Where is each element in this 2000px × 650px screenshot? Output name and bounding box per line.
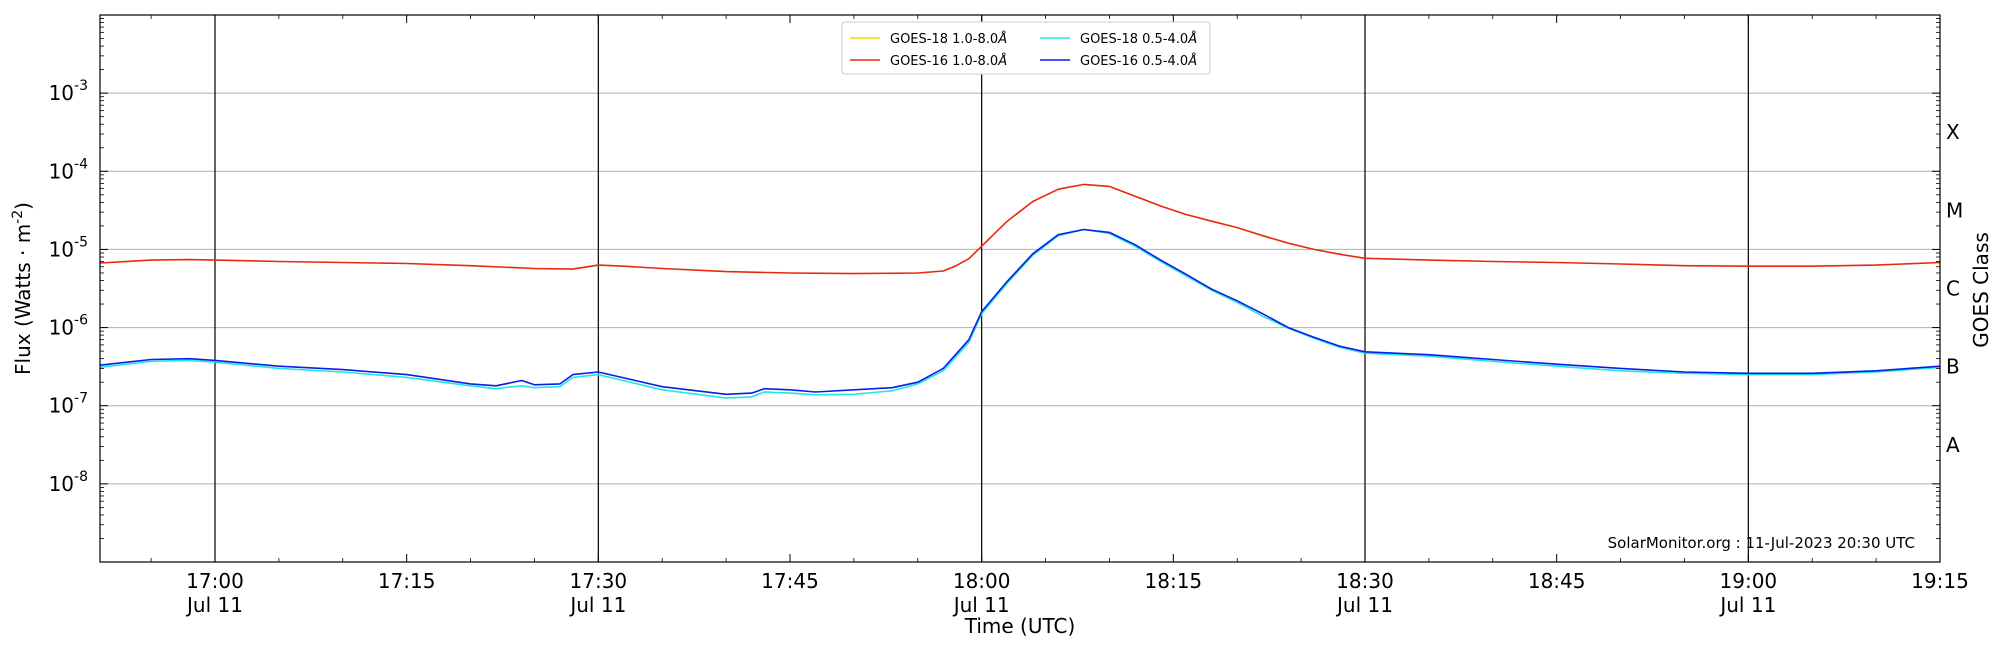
goes-class-m: M [1946,198,1963,222]
y-tick-label: 10-5 [49,234,88,261]
legend-box [841,21,1211,75]
y-axis-title-exponent: -2 [10,210,26,224]
series-lines [99,183,1941,399]
goes-class-a: A [1946,433,1960,457]
x-tick-date-label: Jul 11 [568,593,626,617]
x-tick-date-label: Jul 11 [185,593,243,617]
y-tick-label: 10-6 [49,313,89,340]
x-tick-label: 17:45 [761,569,819,593]
x-tick-label: 18:45 [1528,569,1586,593]
series-line-3 [99,228,1941,396]
legend: GOES-18 1.0-8.0Å GOES-16 1.0-8.0Å GOES-18 … [841,21,1211,75]
goes-class-c: C [1946,277,1960,301]
goes-class-axis-title: GOES Class [1969,232,1993,348]
plot-frame [99,14,1941,563]
credit-text: SolarMonitor.org : 11-Jul-2023 20:30 UTC [1608,534,1915,552]
x-tick-label: 18:30 [1336,569,1394,593]
x-tick-label: 19:15 [1911,569,1969,593]
series-line-2 [99,228,1941,399]
x-axis-title: Time (UTC) [964,614,1076,638]
grid-lines [100,92,1940,485]
legend-label-0: GOES-18 1.0-8.0Å [890,31,1007,47]
x-tick-label: 18:15 [1145,569,1203,593]
y-tick-label: 10-7 [49,391,88,418]
y-tick-label: 10-8 [49,469,88,496]
y-axis-ticks: 10-8 10-7 10-6 10-5 10-4 10-3 [49,18,1940,539]
x-tick-label: 17:30 [570,569,628,593]
y-axis-title: Flux (Watts · m-2) [10,202,35,375]
legend-label-1: GOES-16 1.0-8.0Å [890,53,1007,69]
day-hour-lines [214,15,1749,562]
goes-class-x: X [1946,120,1960,144]
goes-class-labels: A B C M X [1946,120,1963,457]
x-tick-date-label: Jul 11 [1335,593,1393,617]
x-tick-label: 17:00 [186,569,244,593]
legend-label-2: GOES-18 0.5-4.0Å [1080,31,1197,47]
x-tick-label: 17:15 [378,569,436,593]
series-line-1 [99,183,1941,275]
x-tick-label: 18:00 [953,569,1011,593]
goes-class-b: B [1946,355,1960,379]
x-tick-date-label: Jul 11 [952,593,1010,617]
legend-label-3: GOES-16 0.5-4.0Å [1080,53,1197,69]
y-tick-label: 10-3 [49,78,88,105]
y-tick-label: 10-4 [49,156,89,183]
x-tick-label: 19:00 [1720,569,1778,593]
x-tick-date-label: Jul 11 [1718,593,1776,617]
